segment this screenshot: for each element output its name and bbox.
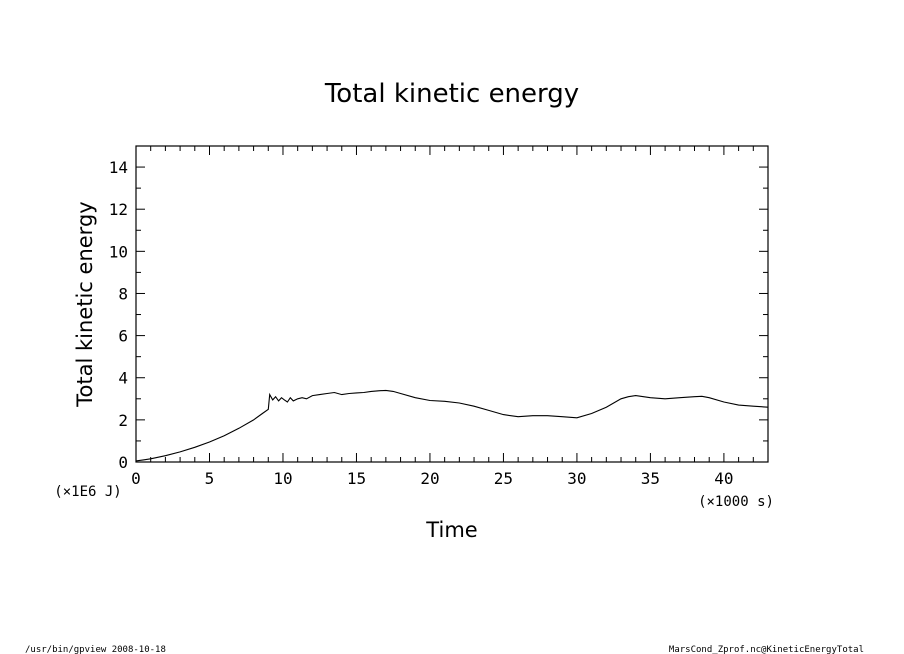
y-tick-label: 14 bbox=[109, 158, 128, 177]
chart-title: Total kinetic energy bbox=[324, 79, 579, 109]
y-axis-label: Total kinetic energy bbox=[73, 201, 97, 407]
x-tick-label: 35 bbox=[641, 469, 660, 488]
axis-ticks bbox=[135, 145, 769, 463]
x-tick-label: 40 bbox=[714, 469, 733, 488]
x-tick-label: 5 bbox=[205, 469, 215, 488]
y-unit-label: (×1E6 J) bbox=[54, 484, 121, 500]
footer-right: MarsCond_Zprof.nc@KineticEnergyTotal bbox=[669, 645, 864, 654]
x-axis-label: Time bbox=[425, 518, 477, 542]
x-tick-label: 15 bbox=[347, 469, 366, 488]
y-tick-label: 6 bbox=[118, 327, 128, 346]
x-tick-label: 10 bbox=[273, 469, 292, 488]
x-tick-label: 20 bbox=[420, 469, 439, 488]
y-tick-label: 8 bbox=[118, 284, 128, 303]
x-tick-label: 25 bbox=[494, 469, 513, 488]
tick-labels: 0 5 10 15 20 25 30 35 40 0 2 4 6 8 10 12 14 bbox=[109, 158, 734, 488]
y-tick-label: 4 bbox=[118, 369, 128, 388]
series-line bbox=[135, 389, 769, 462]
x-unit-label: (×1000 s) bbox=[698, 494, 774, 510]
x-tick-label: 0 bbox=[131, 469, 141, 488]
y-tick-label: 0 bbox=[118, 453, 128, 472]
plot-frame bbox=[135, 145, 769, 463]
y-tick-label: 10 bbox=[109, 242, 128, 261]
y-tick-label: 12 bbox=[109, 200, 128, 219]
x-tick-label: 30 bbox=[567, 469, 586, 488]
y-tick-label: 2 bbox=[118, 411, 128, 430]
footer-left: /usr/bin/gpview 2008-10-18 bbox=[25, 645, 166, 654]
